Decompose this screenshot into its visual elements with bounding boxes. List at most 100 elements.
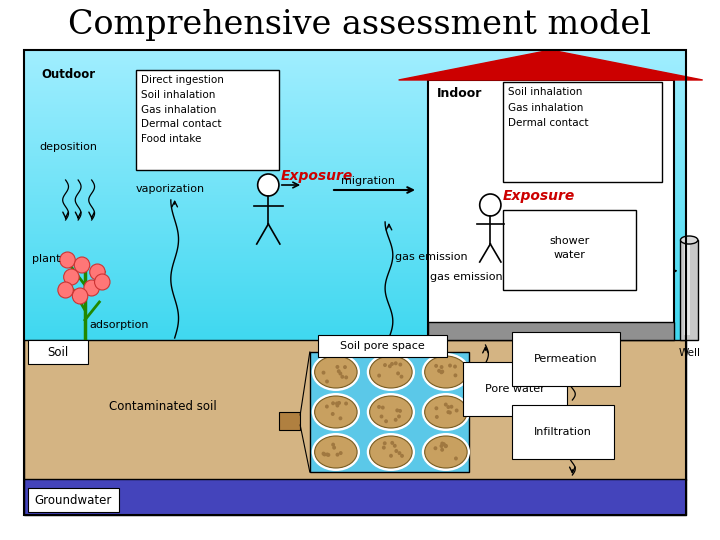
Circle shape (60, 252, 76, 268)
Circle shape (399, 417, 403, 422)
Circle shape (444, 375, 448, 379)
Circle shape (454, 458, 459, 462)
Bar (24, 340, 686, 480)
Circle shape (328, 442, 332, 446)
Text: migration: migration (341, 176, 395, 186)
Ellipse shape (315, 436, 357, 468)
Circle shape (323, 414, 328, 417)
Circle shape (377, 449, 380, 453)
Circle shape (327, 406, 330, 409)
Circle shape (325, 459, 329, 463)
Circle shape (90, 264, 105, 280)
Circle shape (440, 378, 444, 382)
Circle shape (379, 419, 383, 423)
Circle shape (329, 375, 333, 380)
Circle shape (339, 450, 343, 454)
Circle shape (396, 455, 400, 458)
Circle shape (343, 369, 346, 373)
Circle shape (439, 366, 443, 369)
Ellipse shape (425, 436, 467, 468)
Circle shape (399, 441, 402, 445)
Text: Exposure: Exposure (503, 189, 575, 203)
Circle shape (433, 409, 437, 413)
Text: Direct ingestion
Soil inhalation
Gas inhalation
Dermal contact
Food intake: Direct ingestion Soil inhalation Gas inh… (141, 75, 224, 144)
Ellipse shape (422, 353, 470, 391)
Circle shape (258, 174, 279, 196)
Bar (279, 412, 300, 430)
FancyBboxPatch shape (28, 340, 88, 364)
Circle shape (453, 456, 457, 460)
Circle shape (341, 447, 344, 450)
Circle shape (328, 405, 332, 409)
Circle shape (333, 414, 337, 417)
Bar (24, 479, 686, 515)
Circle shape (338, 447, 341, 450)
FancyBboxPatch shape (318, 335, 447, 357)
Circle shape (391, 449, 395, 453)
Circle shape (339, 363, 343, 367)
Circle shape (450, 372, 454, 376)
Circle shape (397, 411, 401, 415)
Circle shape (341, 416, 344, 420)
Circle shape (436, 459, 440, 463)
Circle shape (449, 417, 452, 421)
Circle shape (397, 364, 401, 369)
Ellipse shape (680, 236, 698, 244)
Circle shape (445, 417, 449, 421)
Ellipse shape (422, 393, 470, 431)
Circle shape (480, 194, 501, 216)
Bar (503, 210, 636, 290)
Text: plant: plant (32, 254, 60, 264)
Text: Outdoor: Outdoor (42, 68, 96, 81)
Circle shape (394, 453, 397, 456)
Ellipse shape (369, 356, 412, 388)
Text: Permeation: Permeation (534, 354, 598, 364)
Circle shape (391, 371, 395, 375)
Ellipse shape (315, 396, 357, 428)
Bar (680, 240, 698, 340)
Circle shape (450, 407, 454, 410)
Circle shape (63, 269, 79, 285)
Circle shape (72, 288, 88, 304)
Text: Well: Well (678, 348, 700, 358)
Circle shape (387, 366, 392, 370)
Circle shape (392, 415, 396, 419)
Circle shape (387, 376, 390, 381)
Circle shape (94, 274, 110, 290)
Circle shape (328, 372, 332, 376)
Circle shape (400, 375, 404, 380)
Circle shape (387, 459, 391, 463)
Circle shape (330, 414, 334, 417)
Circle shape (449, 405, 454, 409)
Circle shape (377, 370, 380, 374)
Ellipse shape (425, 356, 467, 388)
Text: shower
water: shower water (549, 236, 590, 260)
Text: adsorption: adsorption (90, 320, 149, 330)
Circle shape (381, 442, 385, 446)
Polygon shape (399, 50, 703, 80)
Circle shape (456, 455, 459, 459)
Ellipse shape (366, 393, 415, 431)
Ellipse shape (366, 433, 415, 471)
Ellipse shape (369, 396, 412, 428)
Circle shape (378, 374, 382, 378)
Text: deposition: deposition (40, 142, 97, 152)
Bar (310, 352, 469, 472)
Circle shape (397, 411, 400, 416)
Circle shape (58, 282, 73, 298)
Circle shape (334, 457, 338, 461)
Text: Soil inhalation
Gas inhalation
Dermal contact: Soil inhalation Gas inhalation Dermal co… (508, 87, 588, 128)
Circle shape (444, 443, 447, 447)
Bar (503, 82, 662, 182)
Circle shape (345, 373, 348, 376)
Text: Comprehensive assessment model: Comprehensive assessment model (68, 9, 652, 41)
Circle shape (449, 448, 453, 452)
FancyBboxPatch shape (28, 488, 119, 512)
Circle shape (74, 257, 90, 273)
Ellipse shape (312, 393, 360, 431)
Text: Soil pore space: Soil pore space (340, 341, 425, 351)
Circle shape (400, 415, 404, 420)
Circle shape (397, 378, 401, 382)
Bar (136, 70, 279, 170)
Circle shape (397, 401, 401, 405)
